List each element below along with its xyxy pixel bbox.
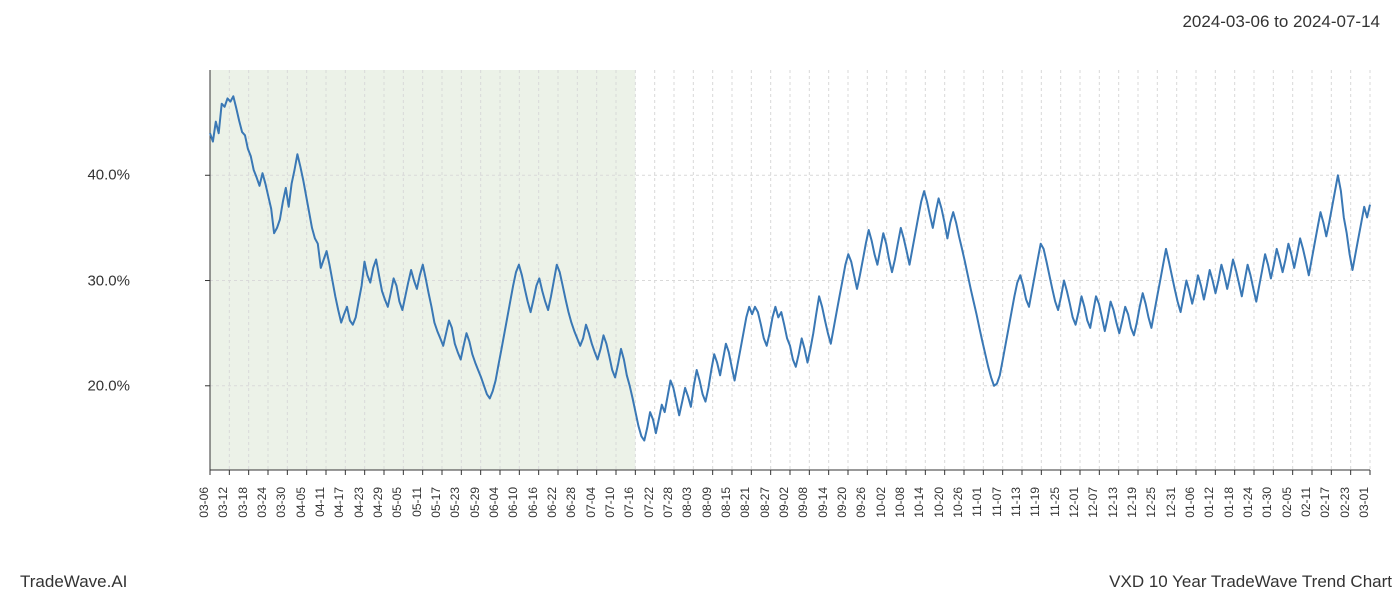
x-tick-label: 10-20: [932, 487, 946, 518]
x-tick-label: 11-13: [1009, 487, 1023, 517]
trend-chart: [120, 60, 1380, 480]
x-tick-label: 07-22: [642, 487, 656, 518]
x-tick-label: 01-06: [1183, 487, 1197, 518]
x-tick-label: 11-19: [1028, 487, 1042, 517]
y-tick-label: 20.0%: [87, 377, 130, 394]
x-tick-label: 08-09: [700, 487, 714, 518]
x-tick-label: 04-05: [294, 487, 308, 518]
x-tick-label: 01-30: [1260, 487, 1274, 518]
x-tick-label: 05-23: [448, 487, 462, 518]
x-tick-label: 05-11: [410, 487, 424, 517]
x-tick-label: 06-16: [526, 487, 540, 518]
x-tick-label: 04-17: [332, 487, 346, 518]
date-range-label: 2024-03-06 to 2024-07-14: [1182, 12, 1380, 32]
x-tick-label: 10-26: [951, 487, 965, 518]
x-tick-label: 11-07: [990, 487, 1004, 517]
x-tick-label: 12-19: [1125, 487, 1139, 518]
x-tick-label: 06-22: [545, 487, 559, 518]
x-tick-label: 01-12: [1202, 487, 1216, 518]
brand-label: TradeWave.AI: [20, 572, 127, 592]
x-tick-label: 12-25: [1144, 487, 1158, 518]
x-tick-label: 03-24: [255, 487, 269, 518]
x-tick-label: 06-10: [506, 487, 520, 518]
x-tick-label: 05-05: [390, 487, 404, 518]
y-tick-label: 30.0%: [87, 272, 130, 289]
x-tick-label: 02-11: [1299, 487, 1313, 517]
x-tick-label: 04-23: [352, 487, 366, 518]
y-tick-label: 40.0%: [87, 167, 130, 184]
x-tick-label: 05-29: [468, 487, 482, 518]
x-tick-label: 12-13: [1106, 487, 1120, 518]
x-tick-label: 08-15: [719, 487, 733, 518]
x-tick-label: 03-01: [1357, 487, 1371, 518]
chart-svg: [120, 60, 1380, 480]
x-tick-label: 03-18: [236, 487, 250, 518]
x-tick-label: 09-14: [816, 487, 830, 518]
x-tick-label: 11-01: [970, 487, 984, 517]
x-tick-label: 09-26: [854, 487, 868, 518]
x-tick-label: 06-28: [564, 487, 578, 518]
x-tick-label: 09-08: [796, 487, 810, 518]
x-tick-label: 04-29: [371, 487, 385, 518]
x-tick-label: 10-02: [874, 487, 888, 518]
x-tick-label: 08-27: [758, 487, 772, 518]
x-tick-label: 10-14: [912, 487, 926, 518]
x-tick-label: 09-20: [835, 487, 849, 518]
x-tick-label: 02-05: [1280, 487, 1294, 518]
x-tick-label: 06-04: [487, 487, 501, 518]
chart-title: VXD 10 Year TradeWave Trend Chart: [1109, 572, 1392, 592]
x-tick-label: 04-11: [313, 487, 327, 517]
x-tick-label: 11-25: [1048, 487, 1062, 517]
x-tick-label: 12-07: [1086, 487, 1100, 518]
x-tick-label: 07-28: [661, 487, 675, 518]
x-tick-label: 12-01: [1067, 487, 1081, 518]
x-tick-label: 09-02: [777, 487, 791, 518]
x-tick-label: 07-16: [622, 487, 636, 518]
x-tick-label: 03-06: [197, 487, 211, 518]
x-tick-label: 02-17: [1318, 487, 1332, 518]
x-tick-label: 10-08: [893, 487, 907, 518]
x-tick-label: 01-18: [1222, 487, 1236, 518]
x-tick-label: 07-10: [603, 487, 617, 518]
x-tick-label: 05-17: [429, 487, 443, 518]
x-tick-label: 12-31: [1164, 487, 1178, 518]
x-tick-label: 02-23: [1338, 487, 1352, 518]
x-tick-label: 07-04: [584, 487, 598, 518]
x-tick-label: 03-12: [216, 487, 230, 518]
x-tick-label: 01-24: [1241, 487, 1255, 518]
x-tick-label: 08-21: [738, 487, 752, 518]
x-tick-label: 03-30: [274, 487, 288, 518]
x-tick-label: 08-03: [680, 487, 694, 518]
